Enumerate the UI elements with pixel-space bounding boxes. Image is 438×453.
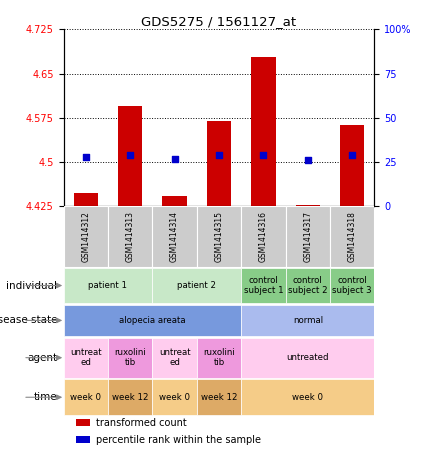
Text: GSM1414317: GSM1414317 (304, 211, 312, 262)
Point (82, 153, 89, 160)
Bar (241, 379, 374, 415)
Bar (330, 207, 374, 267)
Bar (152, 379, 197, 415)
Text: week 0: week 0 (292, 393, 323, 402)
Text: untreat
ed: untreat ed (159, 348, 191, 367)
Text: patient 2: patient 2 (177, 281, 216, 290)
Bar (241, 337, 374, 378)
Point (215, 151, 223, 159)
Bar (197, 207, 241, 267)
Text: ruxolini
tib: ruxolini tib (203, 348, 235, 367)
Bar (108, 207, 152, 267)
Point (171, 155, 178, 162)
Bar (108, 337, 152, 378)
Bar (76, 436, 90, 443)
Text: percentile rank within the sample: percentile rank within the sample (96, 435, 261, 445)
Text: individual: individual (6, 280, 57, 290)
Text: week 0: week 0 (70, 393, 101, 402)
Bar (64, 305, 241, 336)
Point (127, 151, 134, 159)
Bar (64, 337, 108, 378)
Text: GSM1414316: GSM1414316 (259, 211, 268, 262)
Text: control
subject 3: control subject 3 (332, 276, 372, 295)
Bar (207, 121, 231, 207)
Text: normal: normal (293, 316, 323, 325)
Bar (241, 268, 286, 304)
Text: ruxolini
tib: ruxolini tib (114, 348, 146, 367)
Text: week 12: week 12 (201, 393, 237, 402)
Bar (286, 268, 330, 304)
Text: patient 1: patient 1 (88, 281, 127, 290)
Text: untreat
ed: untreat ed (70, 348, 102, 367)
Text: time: time (34, 392, 57, 402)
Bar (64, 207, 108, 267)
Bar (241, 305, 374, 336)
Point (349, 151, 356, 159)
Text: control
subject 1: control subject 1 (244, 276, 283, 295)
Text: GSM1414315: GSM1414315 (215, 211, 223, 262)
Bar (152, 337, 197, 378)
Point (304, 157, 311, 164)
Bar (152, 207, 197, 267)
Text: transformed count: transformed count (96, 418, 187, 428)
Text: GSM1414312: GSM1414312 (81, 211, 90, 262)
Text: disease state: disease state (0, 315, 57, 325)
Bar (286, 207, 330, 267)
Bar (108, 379, 152, 415)
Bar (162, 196, 187, 207)
Bar (197, 379, 241, 415)
Text: week 0: week 0 (159, 393, 190, 402)
Title: GDS5275 / 1561127_at: GDS5275 / 1561127_at (141, 15, 297, 28)
Bar (64, 268, 152, 304)
Text: GSM1414314: GSM1414314 (170, 211, 179, 262)
Bar (241, 207, 286, 267)
Point (260, 151, 267, 159)
Bar (251, 57, 276, 207)
Text: week 12: week 12 (112, 393, 148, 402)
Bar (296, 205, 320, 207)
Bar (197, 337, 241, 378)
Text: GSM1414313: GSM1414313 (126, 211, 134, 262)
Bar (64, 379, 108, 415)
Bar (340, 125, 364, 207)
Bar (330, 268, 374, 304)
Text: untreated: untreated (286, 353, 329, 362)
Bar (152, 268, 241, 304)
Text: alopecia areata: alopecia areata (119, 316, 186, 325)
Bar (74, 193, 98, 207)
Text: agent: agent (27, 353, 57, 363)
Bar (118, 106, 142, 207)
Text: GSM1414318: GSM1414318 (348, 211, 357, 262)
Bar (76, 419, 90, 426)
Text: control
subject 2: control subject 2 (288, 276, 328, 295)
